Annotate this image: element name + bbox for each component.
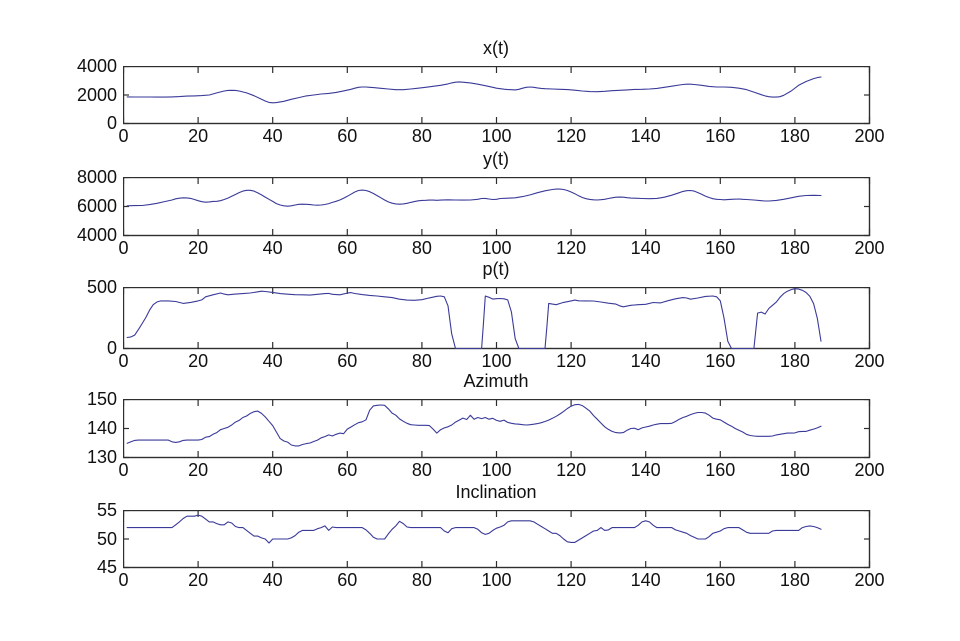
x-tick-label: 60: [337, 570, 358, 590]
x-tick-label: 0: [118, 126, 129, 146]
plot-area-y-t: [123, 177, 871, 237]
x-tick-label: 140: [630, 460, 661, 480]
x-tick-label: 60: [337, 351, 358, 371]
series-line: [126, 76, 822, 104]
y-tick-label: 55: [96, 500, 117, 520]
x-tick-label: 0: [118, 460, 129, 480]
plot-area-p-t: [123, 287, 871, 350]
series-line: [126, 288, 822, 350]
x-tick-label: 180: [779, 351, 810, 371]
y-tick-label: 50: [96, 528, 117, 549]
x-tick-label: 140: [630, 351, 661, 371]
x-tick-label: 0: [118, 238, 129, 258]
x-tick-label: 100: [481, 126, 512, 146]
x-tick-label: 60: [337, 126, 358, 146]
x-tick-label: 120: [556, 126, 587, 146]
x-tick-label: 100: [481, 238, 512, 258]
x-tick-label: 40: [262, 126, 283, 146]
x-tick-label: 40: [262, 351, 283, 371]
x-tick-label: 80: [411, 351, 432, 371]
x-tick-label: 180: [779, 126, 810, 146]
x-tick-label: 100: [481, 351, 512, 371]
plot-area-x-t: [123, 66, 871, 125]
plot-title-y-t: y(t): [483, 149, 509, 169]
y-tick-label: 130: [86, 447, 117, 467]
x-tick-label: 20: [188, 570, 209, 590]
x-tick-label: 180: [779, 570, 810, 590]
x-tick-label: 0: [118, 570, 129, 590]
x-tick-label: 100: [481, 460, 512, 480]
y-tick-label: 0: [106, 113, 117, 133]
y-tick-label: 500: [86, 277, 117, 297]
x-tick-label: 80: [411, 126, 432, 146]
x-tick-label: 200: [854, 460, 885, 480]
x-tick-label: 0: [118, 351, 129, 371]
y-tick-label: 150: [86, 389, 117, 409]
x-tick-label: 120: [556, 460, 587, 480]
plot-title-inclination: Inclination: [455, 482, 537, 502]
x-tick-label: 100: [481, 570, 512, 590]
y-tick-label: 2000: [76, 84, 117, 105]
x-tick-label: 160: [705, 460, 736, 480]
x-tick-label: 80: [411, 460, 432, 480]
x-tick-label: 60: [337, 460, 358, 480]
x-tick-label: 140: [630, 126, 661, 146]
y-tick-label: 6000: [76, 196, 117, 216]
x-tick-label: 120: [556, 351, 587, 371]
x-tick-label: 140: [630, 570, 661, 590]
x-tick-label: 80: [411, 238, 432, 258]
y-tick-label: 45: [96, 557, 117, 577]
y-tick-label: 4000: [76, 56, 117, 76]
x-tick-label: 180: [779, 460, 810, 480]
x-tick-label: 120: [556, 570, 587, 590]
x-tick-label: 160: [705, 570, 736, 590]
x-tick-label: 20: [188, 460, 209, 480]
y-tick-label: 140: [86, 418, 117, 438]
y-tick-label: 4000: [76, 225, 117, 245]
plot-title-azimuth: Azimuth: [463, 371, 529, 391]
x-tick-label: 20: [188, 126, 209, 146]
plot-title-x-t: x(t): [483, 38, 509, 58]
x-tick-label: 60: [337, 238, 358, 258]
plot-area-inclination: [123, 510, 871, 569]
plot-title-p-t: p(t): [482, 259, 510, 279]
series-line: [126, 403, 822, 447]
series-line: [126, 514, 822, 544]
x-tick-label: 200: [854, 570, 885, 590]
x-tick-label: 160: [705, 351, 736, 371]
x-tick-label: 80: [411, 570, 432, 590]
x-tick-label: 200: [854, 238, 885, 258]
x-tick-label: 200: [854, 351, 885, 371]
x-tick-label: 180: [779, 238, 810, 258]
x-tick-label: 160: [705, 238, 736, 258]
plot-area-azimuth: [123, 399, 871, 459]
y-tick-label: 8000: [76, 167, 117, 187]
y-tick-label: 0: [106, 338, 117, 358]
series-line: [126, 188, 822, 207]
x-tick-label: 160: [705, 126, 736, 146]
x-tick-label: 20: [188, 238, 209, 258]
x-tick-label: 40: [262, 238, 283, 258]
x-tick-label: 140: [630, 238, 661, 258]
x-tick-label: 20: [188, 351, 209, 371]
x-tick-label: 40: [262, 570, 283, 590]
x-tick-label: 120: [556, 238, 587, 258]
x-tick-label: 200: [854, 126, 885, 146]
x-tick-label: 40: [262, 460, 283, 480]
